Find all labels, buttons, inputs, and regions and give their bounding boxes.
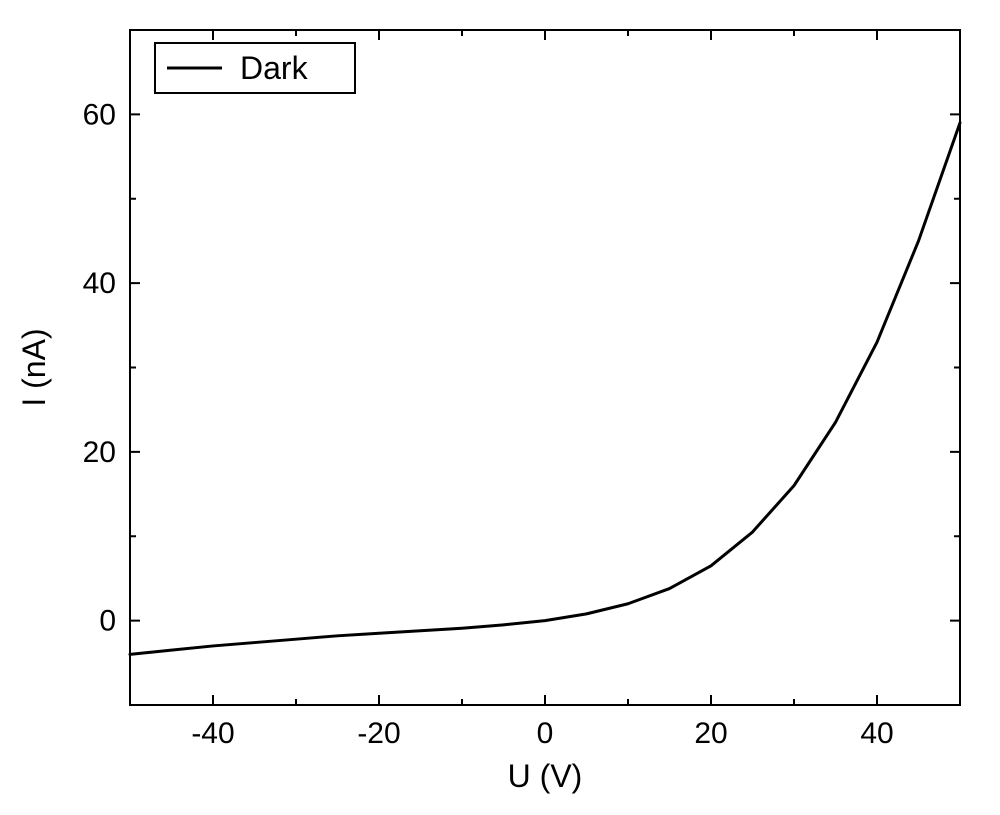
x-tick-label: 40 — [860, 717, 893, 750]
y-axis-label: I (nA) — [16, 328, 52, 406]
iv-curve-chart: -40 -20 0 20 40 0 20 40 60 U (V) I (nA) Dark — [0, 0, 1000, 815]
x-tick-label: -20 — [357, 717, 400, 750]
y-tick-label: 0 — [99, 605, 116, 638]
y-tick-label: 40 — [83, 267, 116, 300]
y-tick-label: 20 — [83, 436, 116, 469]
x-tick-label: -40 — [191, 717, 234, 750]
legend-label: Dark — [240, 50, 309, 86]
x-axis-label: U (V) — [508, 758, 583, 794]
x-tick-label: 0 — [537, 717, 554, 750]
x-tick-label: 20 — [694, 717, 727, 750]
y-tick-label: 60 — [83, 98, 116, 131]
